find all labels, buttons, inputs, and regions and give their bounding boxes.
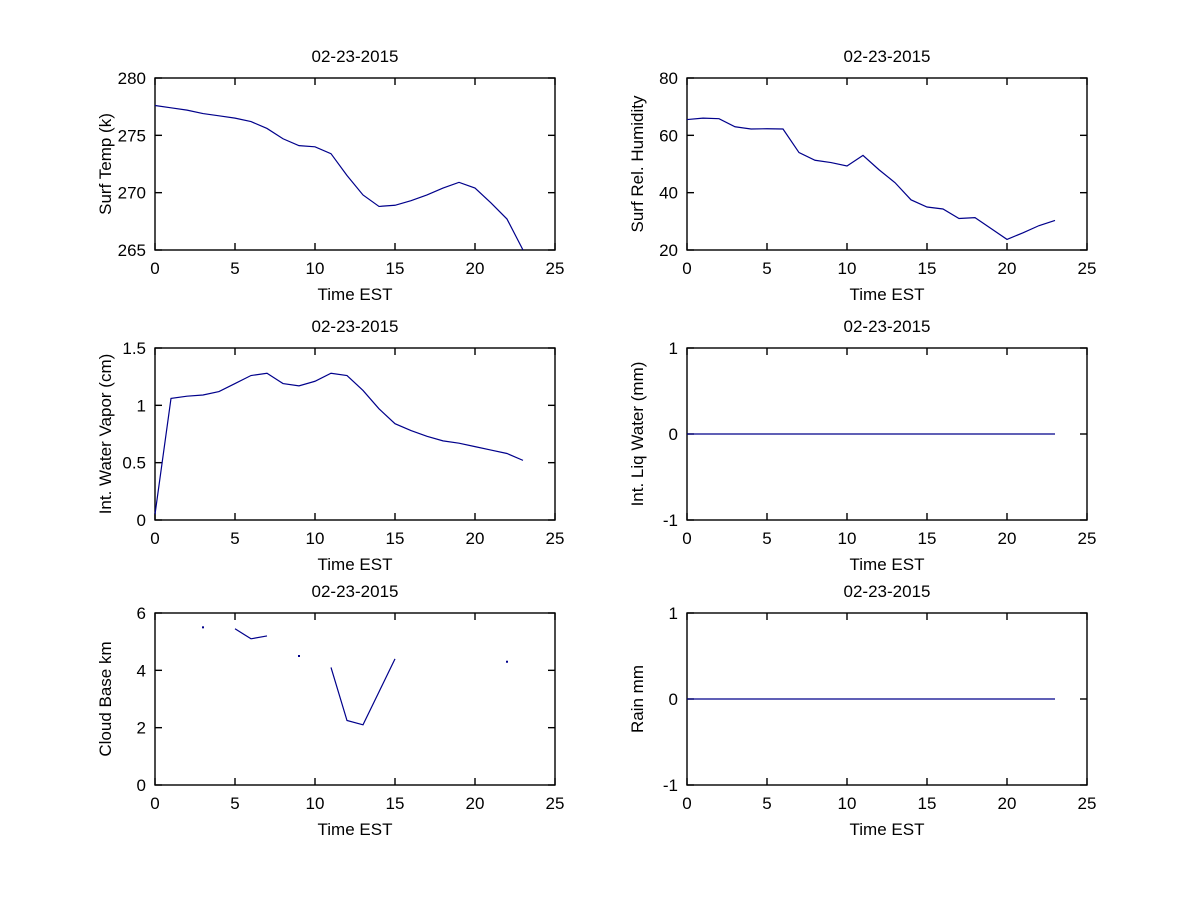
x-tick-label: 20 xyxy=(998,529,1017,548)
y-tick-label: 0 xyxy=(137,776,146,795)
y-tick-label: 275 xyxy=(118,126,146,145)
x-tick-label: 15 xyxy=(918,794,937,813)
x-tick-label: 25 xyxy=(546,794,565,813)
x-tick-label: 10 xyxy=(306,529,325,548)
axes-box xyxy=(154,347,556,521)
y-tick-label: 0.5 xyxy=(122,454,146,473)
data-point xyxy=(202,626,204,629)
x-tick-label: 15 xyxy=(918,259,937,278)
y-tick-label: 20 xyxy=(659,241,678,260)
y-axis-label: Rain mm xyxy=(628,665,647,733)
y-tick-label: 1 xyxy=(669,339,678,358)
x-tick-label: 10 xyxy=(306,794,325,813)
axes-box xyxy=(154,77,556,251)
y-tick-label: 1.5 xyxy=(122,339,146,358)
x-tick-label: 0 xyxy=(150,529,159,548)
y-tick-label: 40 xyxy=(659,184,678,203)
x-tick-label: 5 xyxy=(762,259,771,278)
x-tick-label: 20 xyxy=(466,794,485,813)
x-tick-label: 20 xyxy=(998,259,1017,278)
plot-title: 02-23-2015 xyxy=(312,47,399,66)
x-tick-label: 15 xyxy=(386,794,405,813)
x-tick-label: 10 xyxy=(838,794,857,813)
x-tick-label: 0 xyxy=(682,529,691,548)
data-line xyxy=(330,658,396,726)
y-tick-label: -1 xyxy=(663,776,678,795)
x-tick-label: 20 xyxy=(466,529,485,548)
y-tick-label: 2 xyxy=(137,719,146,738)
y-axis-label: Int. Water Vapor (cm) xyxy=(96,354,115,515)
x-tick-label: 25 xyxy=(546,529,565,548)
x-tick-label: 5 xyxy=(230,794,239,813)
x-axis-label: Time EST xyxy=(318,555,393,574)
data-point xyxy=(506,660,508,663)
x-tick-label: 5 xyxy=(230,529,239,548)
x-tick-label: 0 xyxy=(682,259,691,278)
x-tick-label: 15 xyxy=(386,259,405,278)
x-tick-label: 25 xyxy=(1078,529,1097,548)
y-tick-label: 1 xyxy=(669,604,678,623)
x-tick-label: 0 xyxy=(150,259,159,278)
y-tick-label: -1 xyxy=(663,511,678,530)
x-tick-label: 20 xyxy=(998,794,1017,813)
subplot-int-water-vapor: 0 5 10 15 20 25 0 0.5 1 1.5 02-23-2015 Time EST Int.… xyxy=(96,317,564,574)
y-axis-label: Surf Temp (k) xyxy=(96,113,115,215)
y-tick-label: 60 xyxy=(659,126,678,145)
y-tick-label: 0 xyxy=(137,511,146,530)
y-tick-label: 270 xyxy=(118,184,146,203)
plot-title: 02-23-2015 xyxy=(844,582,931,601)
y-axis-label: Int. Liq Water (mm) xyxy=(628,362,647,507)
data-point xyxy=(298,655,300,657)
y-axis-label: Surf Rel. Humidity xyxy=(628,95,647,232)
plot-title: 02-23-2015 xyxy=(312,582,399,601)
y-axis-label: Cloud Base km xyxy=(96,641,115,756)
x-tick-label: 15 xyxy=(918,529,937,548)
y-tick-label: 0 xyxy=(669,425,678,444)
axes-box xyxy=(686,77,1088,251)
subplot-surf-temp: 0 5 10 15 20 25 265 270 275 280 02-23-2015 Time EST… xyxy=(96,47,564,304)
x-tick-label: 5 xyxy=(762,529,771,548)
plot-title: 02-23-2015 xyxy=(844,47,931,66)
x-tick-label: 10 xyxy=(306,259,325,278)
plot-title: 02-23-2015 xyxy=(844,317,931,336)
y-tick-label: 1 xyxy=(137,396,146,415)
x-tick-label: 0 xyxy=(150,794,159,813)
y-tick-label: 265 xyxy=(118,241,146,260)
x-axis-label: Time EST xyxy=(850,820,925,839)
y-tick-label: 6 xyxy=(137,604,146,623)
x-tick-label: 10 xyxy=(838,529,857,548)
x-axis-label: Time EST xyxy=(850,285,925,304)
x-tick-label: 20 xyxy=(466,259,485,278)
y-tick-label: 280 xyxy=(118,69,146,88)
y-tick-label: 4 xyxy=(137,661,146,680)
data-line xyxy=(154,372,524,515)
y-tick-label: 0 xyxy=(669,690,678,709)
subplot-cloud-base: 0 5 10 15 20 25 0 2 4 6 02-23-2015 Time EST Cloud Ba… xyxy=(96,582,564,839)
x-tick-label: 10 xyxy=(838,259,857,278)
y-tick-label: 80 xyxy=(659,69,678,88)
plot-title: 02-23-2015 xyxy=(312,317,399,336)
data-line xyxy=(234,628,268,640)
subplot-surf-rel-humidity: 0 5 10 15 20 25 20 40 60 80 02-23-2015 Time EST Surf… xyxy=(628,47,1096,304)
x-tick-label: 0 xyxy=(682,794,691,813)
data-line xyxy=(686,117,1056,241)
x-tick-label: 5 xyxy=(230,259,239,278)
x-tick-label: 5 xyxy=(762,794,771,813)
data-line xyxy=(154,104,524,251)
x-tick-label: 25 xyxy=(1078,794,1097,813)
x-axis-label: Time EST xyxy=(318,820,393,839)
x-axis-label: Time EST xyxy=(850,555,925,574)
axes-box xyxy=(154,612,556,786)
x-tick-label: 25 xyxy=(1078,259,1097,278)
x-axis-label: Time EST xyxy=(318,285,393,304)
x-tick-label: 15 xyxy=(386,529,405,548)
x-tick-label: 25 xyxy=(546,259,565,278)
